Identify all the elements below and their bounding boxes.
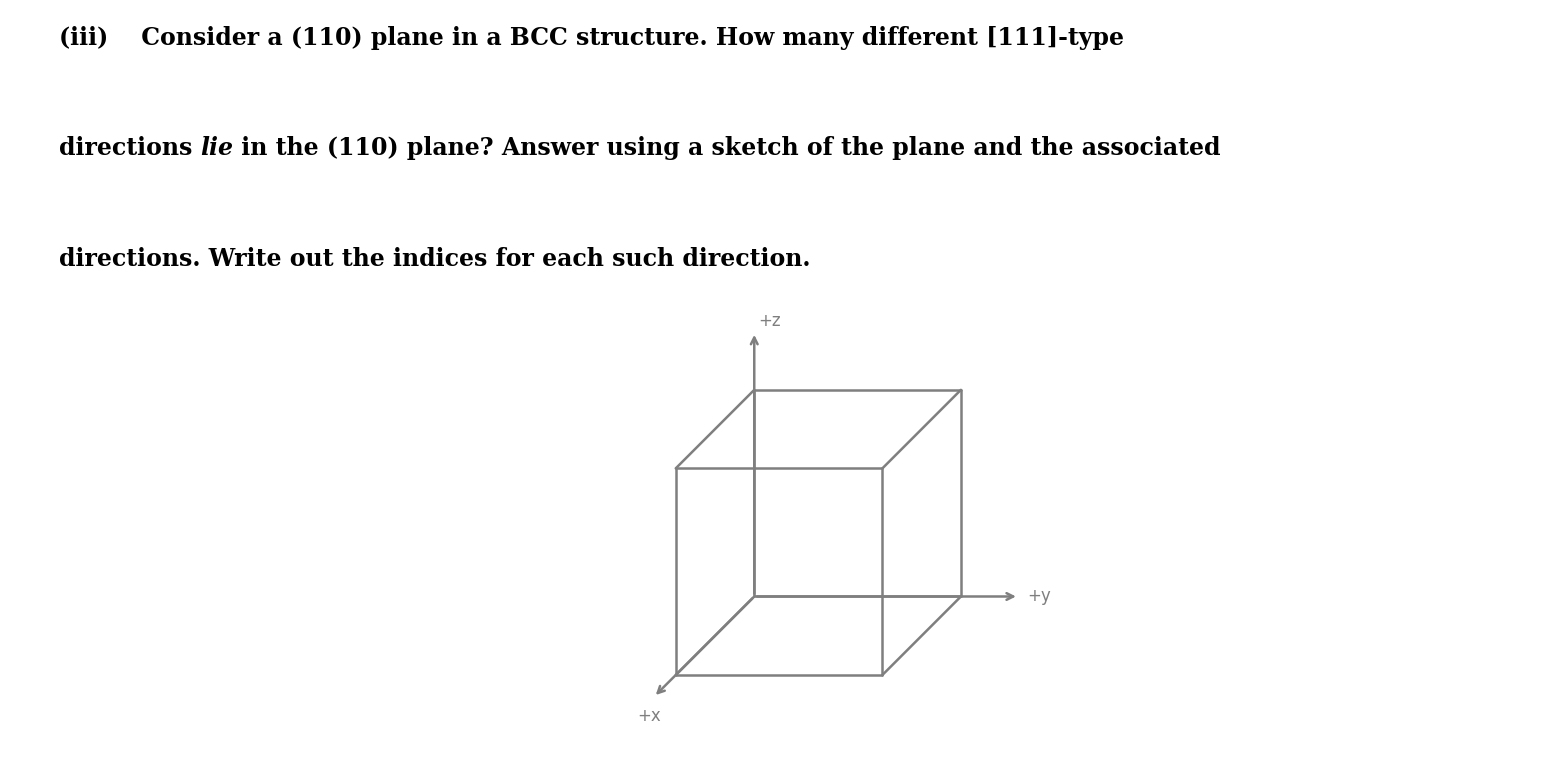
- Text: +z: +z: [758, 312, 781, 330]
- Text: directions. Write out the indices for each such direction.: directions. Write out the indices for ea…: [59, 247, 811, 271]
- Text: in the (110) plane? Answer using a sketch of the plane and the associated: in the (110) plane? Answer using a sketc…: [233, 137, 1221, 161]
- Text: directions: directions: [59, 137, 201, 161]
- Text: +y: +y: [1027, 588, 1051, 605]
- Text: (iii)    Consider a (110) plane in a BCC structure. How many different [111]-typ: (iii) Consider a (110) plane in a BCC st…: [59, 26, 1124, 50]
- Text: lie: lie: [201, 137, 233, 161]
- Text: +x: +x: [638, 707, 661, 725]
